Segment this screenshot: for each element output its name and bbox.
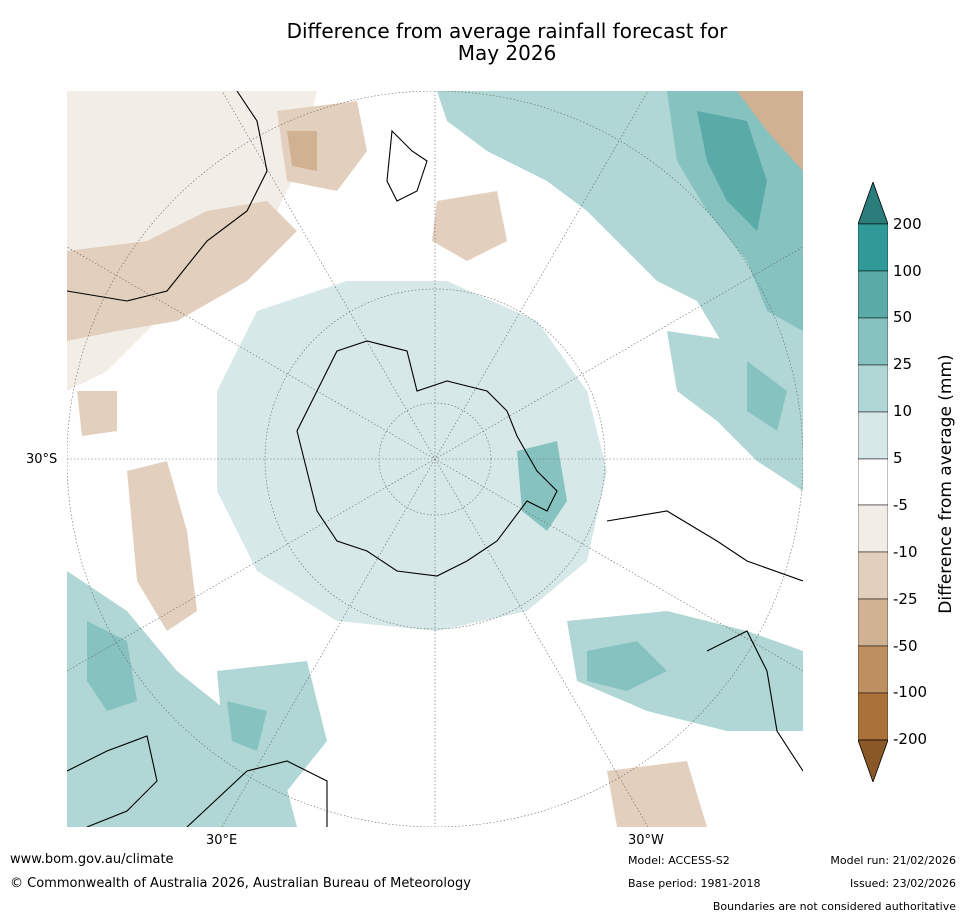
dry-region-southeast (607, 761, 707, 827)
boundaries-disclaimer: Boundaries are not considered authoritat… (712, 900, 956, 913)
map-title: Difference from average rainfall forecas… (0, 20, 965, 64)
colorbar-m10-m5 (858, 504, 888, 553)
colorbar-under-triangle (858, 739, 888, 782)
model-name: Model: ACCESS-S2 (628, 854, 730, 867)
rainfall-anomaly-map (67, 91, 803, 827)
colorbar-tick-m50: -50 (893, 637, 918, 655)
coastlines (67, 91, 803, 827)
dry-region-west (127, 461, 197, 631)
colorbar-tick-m100: -100 (893, 683, 928, 701)
title-line-1: Difference from average rainfall forecas… (286, 19, 728, 43)
colorbar-tick-10: 10 (893, 402, 913, 420)
australia-south-coast (186, 760, 328, 827)
colorbar-m100-m50 (858, 645, 888, 694)
meridian-60w (67, 246, 803, 672)
wet-ring-antarctica (217, 281, 607, 631)
wet-region-weddell (517, 441, 567, 531)
colorbar-title: Difference from average (mm) (936, 354, 956, 614)
wet-region-south-core (227, 701, 267, 751)
map-svg (67, 91, 803, 827)
colorbar-m200-m100 (858, 692, 888, 741)
copyright-text: © Commonwealth of Australia 2026, Austra… (10, 876, 471, 891)
colorbar-10-25 (858, 364, 888, 413)
wet-region-northeast-core (667, 91, 803, 331)
wet-region-northeast-peak (697, 111, 767, 231)
south-america-coast (606, 510, 803, 582)
graticule (67, 91, 803, 827)
label-30e: 30°E (206, 833, 238, 848)
label-30w: 30°W (628, 833, 664, 848)
title-line-2: May 2026 (457, 41, 557, 65)
colorbar-25-50 (858, 317, 888, 366)
latitude-circle-60s (264, 288, 606, 630)
south-america-south-coast (706, 630, 803, 772)
dry-region-west-small (77, 391, 117, 436)
colorbar-tick-50: 50 (893, 308, 913, 326)
dry-region-tasman (432, 191, 507, 261)
colorbar-tick-m200: -200 (893, 730, 928, 748)
dry-region-africa (67, 201, 297, 341)
new-zealand-coast (386, 129, 428, 202)
colorbar-100-200 (858, 223, 888, 272)
colorbar-tick-m5: -5 (893, 496, 908, 514)
model-run-date: Model run: 21/02/2026 (830, 854, 956, 867)
antarctica-coast (296, 340, 558, 577)
colorbar-tick-5: 5 (893, 449, 903, 467)
colorbar-5-10 (858, 411, 888, 460)
colorbar-tick-25: 25 (893, 355, 913, 373)
anomaly-fields (67, 91, 803, 827)
dry-region-north-centre (277, 101, 367, 191)
label-30s: 30°S (26, 452, 58, 467)
base-period: Base period: 1981-2018 (628, 877, 761, 890)
wet-region-southwest-core (87, 621, 137, 711)
colorbar-m50-m25 (858, 598, 888, 647)
colorbar-tick-m10: -10 (893, 543, 918, 561)
wet-region-east (667, 331, 803, 491)
colorbar-tick-200: 200 (893, 215, 922, 233)
colorbar-over-triangle (858, 182, 888, 225)
colorbar-50-100 (858, 270, 888, 319)
colorbar-m25-m10 (858, 551, 888, 600)
australia-coast (67, 735, 158, 827)
dry-region-northeast-corner (737, 91, 803, 171)
africa-coast (67, 91, 268, 302)
issued-date: Issued: 23/02/2026 (849, 877, 956, 890)
dry-region-north-centre-core (287, 131, 317, 171)
wet-region-southeast-core (587, 641, 667, 691)
colorbar (858, 182, 888, 782)
colorbar-tick-m25: -25 (893, 590, 918, 608)
wet-region-southeast (567, 611, 803, 731)
website-link[interactable]: www.bom.gov.au/climate (10, 852, 174, 867)
colorbar-tick-100: 100 (893, 262, 922, 280)
wet-region-east-core (747, 361, 787, 431)
colorbar-neutral (858, 458, 888, 506)
